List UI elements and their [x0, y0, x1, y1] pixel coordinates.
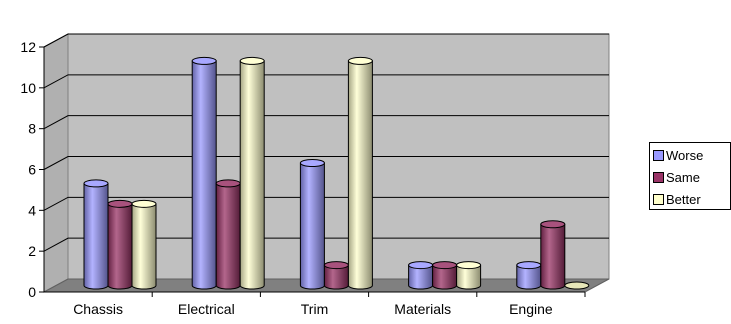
y-tick-label: 12: [20, 39, 36, 55]
y-tick-label: 8: [28, 121, 36, 137]
legend: Worse Same Better: [649, 142, 731, 210]
bar-top: [456, 261, 482, 270]
gridlines: [43, 33, 609, 252]
y-tick-label: 0: [28, 284, 36, 300]
gridline: [43, 196, 609, 211]
x-tick-label: Chassis: [73, 301, 123, 317]
x-tick-labels: Chassis Electrical Trim Materials Engine: [73, 301, 553, 317]
bar-same-chassis: [107, 199, 133, 290]
legend-label-better: Better: [666, 191, 701, 207]
bar-same-electrical: [215, 179, 241, 290]
bar-better-engine: [564, 281, 590, 290]
bar-top: [323, 261, 349, 270]
bar-better-electrical: [239, 56, 265, 290]
bars: [83, 56, 590, 290]
gridline: [43, 74, 609, 89]
bar-worse-engine: [516, 261, 542, 290]
bar-top: [239, 56, 265, 65]
bar-better-trim: [347, 56, 373, 290]
x-tick-label: Materials: [394, 301, 451, 317]
legend-label-worse: Worse: [666, 147, 704, 163]
bar-same-engine: [540, 220, 566, 290]
legend-item-better: Better: [650, 189, 730, 209]
legend-item-same: Same: [650, 167, 730, 187]
legend-item-worse: Worse: [650, 145, 730, 165]
bar-worse-chassis: [83, 179, 109, 290]
bar-body: [215, 182, 241, 290]
y-tick-labels: 0 2 4 6 8 10 12: [20, 39, 36, 300]
x-tick-label: Electrical: [178, 301, 235, 317]
bar-top: [299, 159, 325, 167]
gridline: [43, 33, 609, 48]
legend-label-same: Same: [666, 169, 700, 185]
y-tick-label: 4: [28, 202, 36, 218]
bar-body: [347, 60, 373, 290]
bar-body: [299, 162, 325, 290]
bar-top: [107, 199, 133, 208]
bar-top: [215, 179, 241, 188]
axes: [39, 46, 586, 297]
bar-worse-electrical: [191, 56, 217, 290]
bar-top: [131, 199, 157, 208]
y-tick-label: 10: [20, 80, 36, 96]
bar-body: [131, 203, 157, 290]
gridline: [43, 237, 609, 252]
bar-top: [540, 220, 566, 229]
legend-swatch-worse: [653, 149, 664, 161]
x-tick-label: Trim: [301, 301, 328, 317]
bar-top: [564, 281, 590, 290]
bar-better-chassis: [131, 199, 157, 290]
bar-body: [191, 60, 217, 290]
x-tick-label: Engine: [509, 301, 553, 317]
bar-worse-materials: [408, 261, 434, 290]
bar-body: [540, 223, 566, 290]
bar-top: [408, 261, 434, 270]
y-tick-label: 6: [28, 162, 36, 178]
bar-body: [83, 182, 109, 290]
bar-top: [83, 179, 109, 188]
bar-worse-trim: [299, 159, 325, 290]
bar-better-materials: [456, 261, 482, 290]
bar-same-trim: [323, 261, 349, 290]
bar-body: [456, 264, 482, 290]
bar-top: [347, 56, 373, 65]
bar-top: [516, 261, 542, 270]
bar-body: [107, 203, 133, 290]
bar-top: [191, 56, 217, 65]
legend-swatch-better: [653, 193, 664, 205]
gridline: [43, 115, 609, 130]
bar-body: [239, 60, 265, 290]
bar-top: [432, 261, 458, 270]
bar-same-materials: [432, 261, 458, 290]
legend-swatch-same: [653, 171, 664, 183]
y-tick-label: 2: [28, 243, 36, 259]
gridline: [43, 156, 609, 170]
